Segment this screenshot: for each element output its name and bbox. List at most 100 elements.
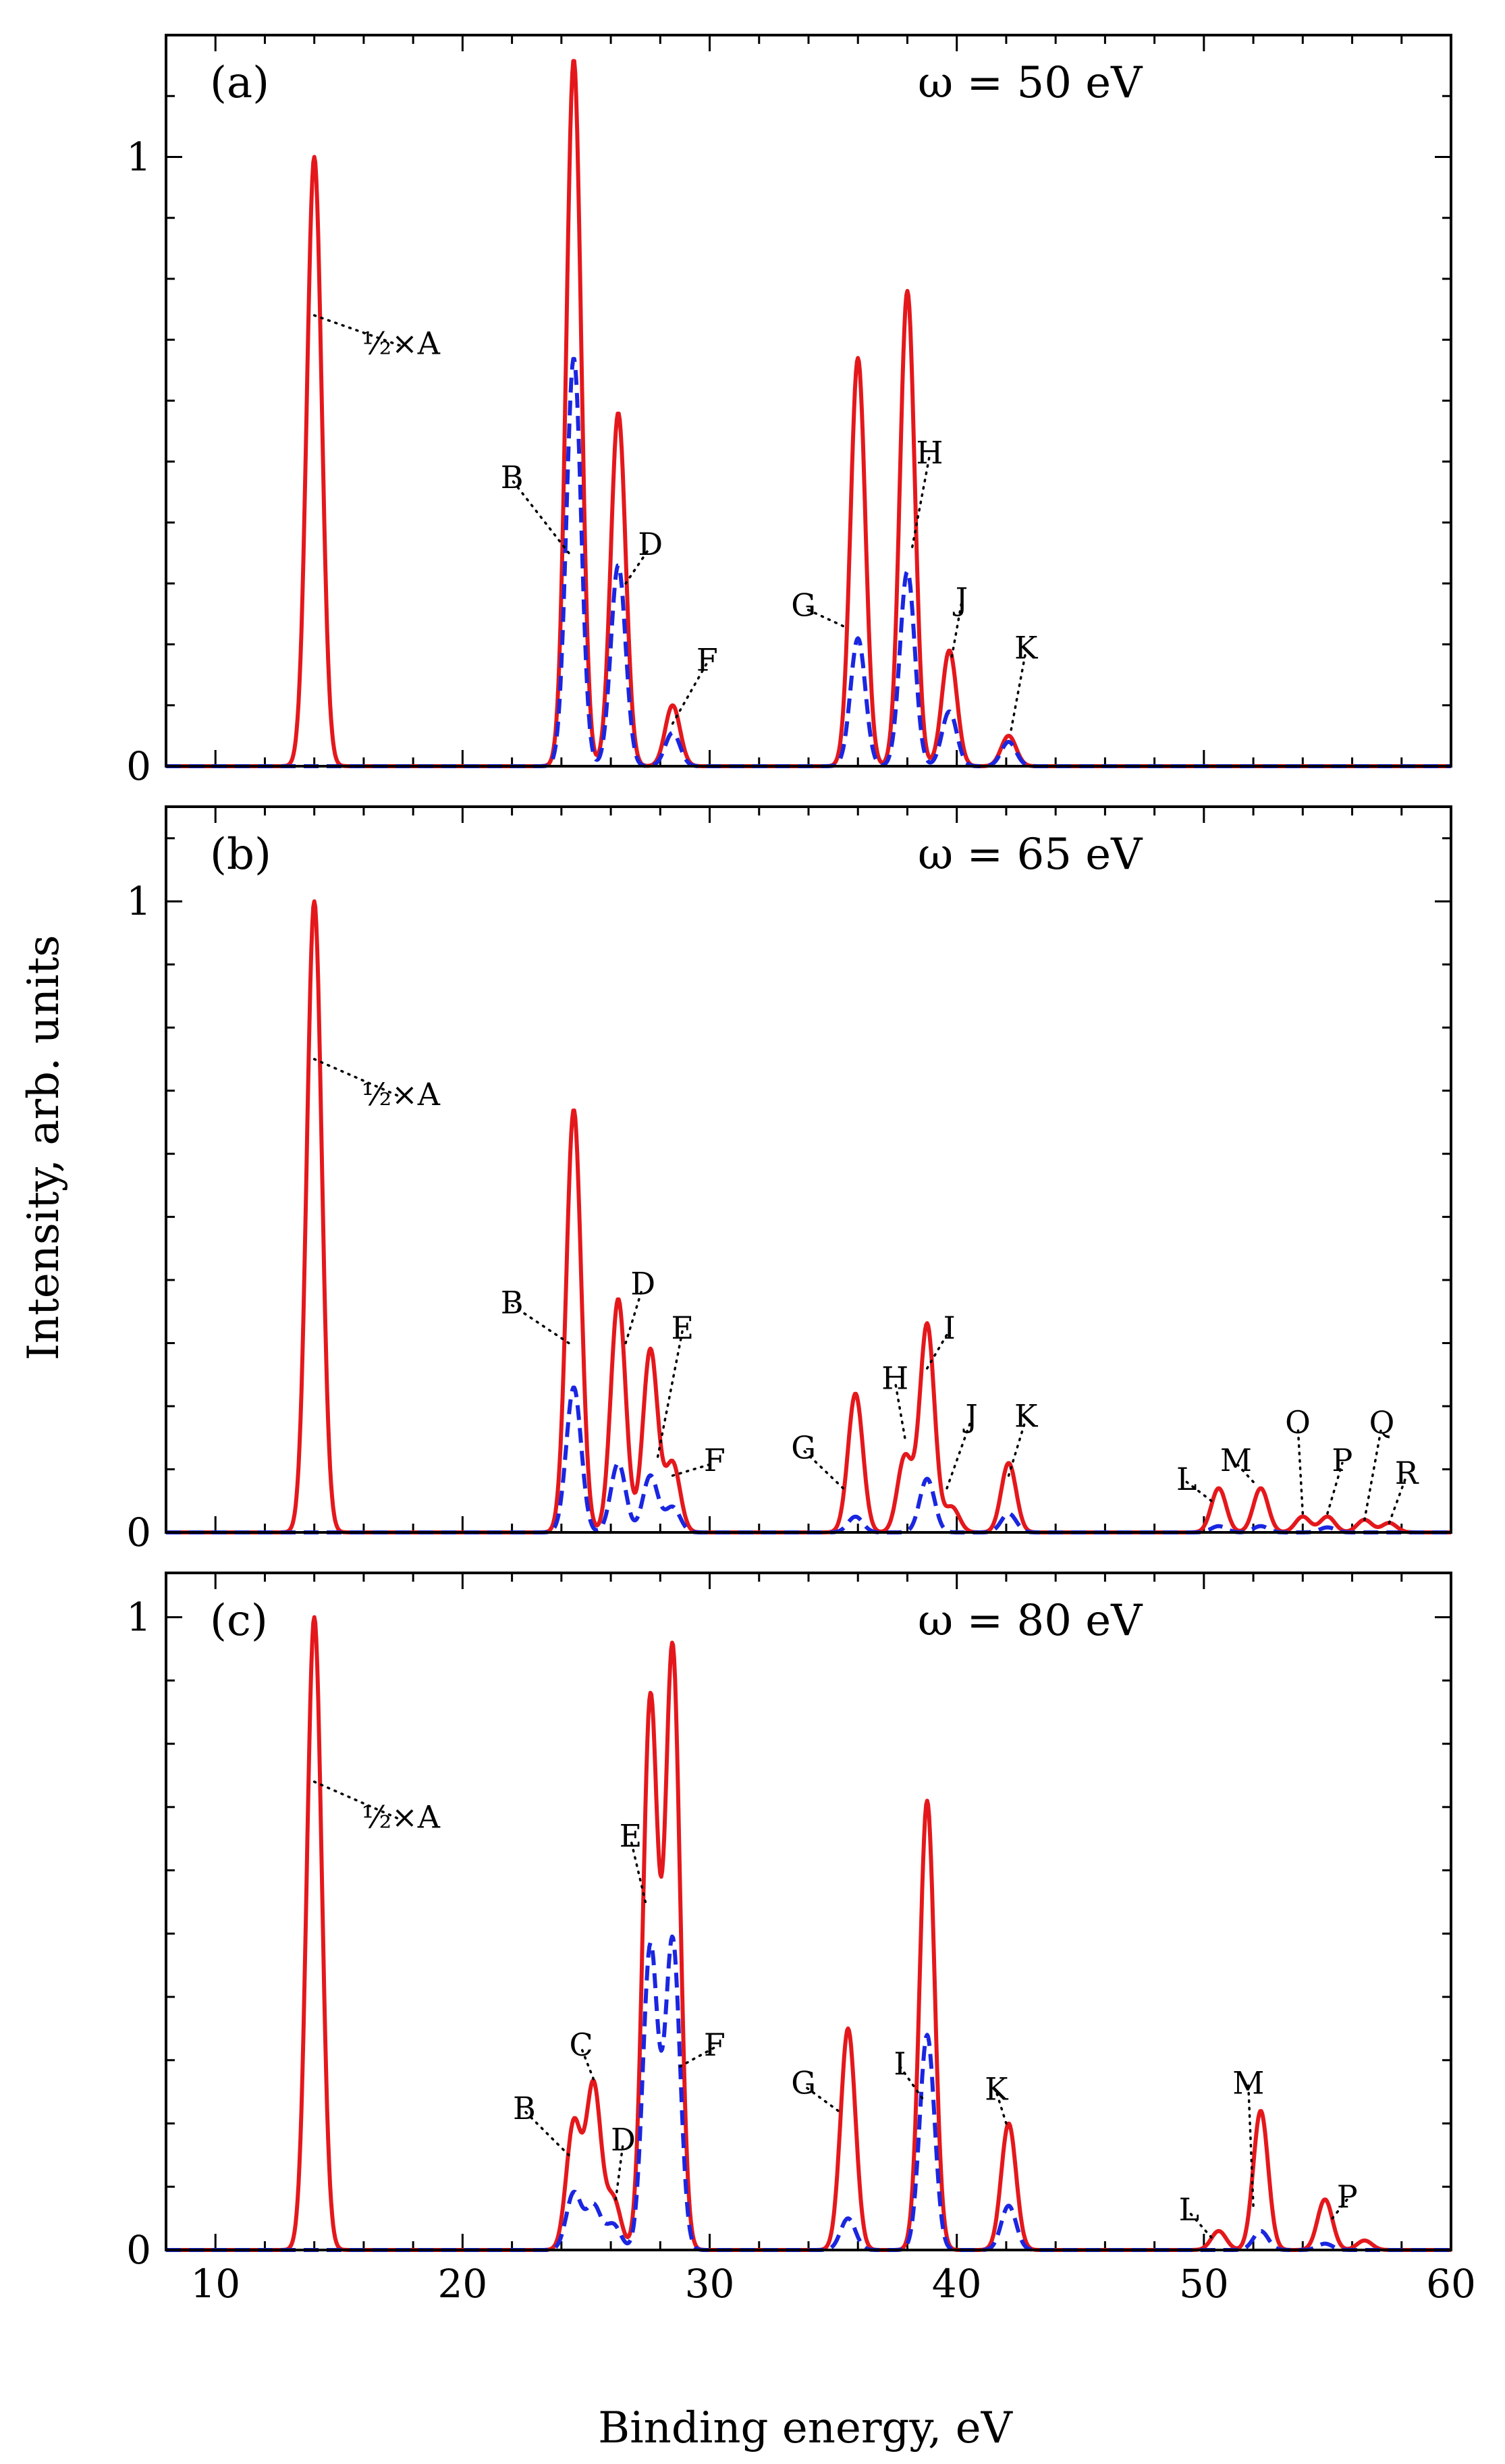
peak-label: ½×A: [362, 1799, 441, 1836]
label-leader: [510, 479, 570, 554]
peak-label: K: [985, 2071, 1009, 2108]
peak-label: J: [962, 1398, 977, 1435]
x-tick-label: 20: [437, 2261, 487, 2307]
peak-label: P: [1332, 1442, 1352, 1478]
label-leader: [312, 1780, 402, 1821]
label-leader: [911, 454, 931, 548]
solid-series-line: [165, 1615, 1452, 2252]
y-tick-label: 1: [126, 878, 151, 924]
panel-c: 0 1 10 20 30 40 50 60 ½×A BC D E F G I K L M P (c) ω = 80 eV: [126, 1572, 1476, 2307]
label-leader: [580, 2046, 595, 2081]
panel-tag: (c): [210, 1596, 268, 1646]
x-tick-label: 30: [685, 2261, 735, 2307]
peak-label: E: [671, 1310, 694, 1346]
peak-label: H: [881, 1360, 908, 1397]
label-leader: [312, 1058, 402, 1098]
peak-label: G: [791, 587, 816, 623]
label-leader: [678, 2046, 716, 2068]
label-leader: [671, 661, 709, 725]
peak-label: G: [791, 2064, 816, 2101]
peak-label: D: [630, 1265, 655, 1302]
peak-label: H: [916, 435, 943, 471]
label-leader: [614, 2141, 625, 2201]
peak-label: G: [791, 1429, 816, 1466]
panel-tag: (b): [210, 830, 271, 880]
label-leader: [1185, 1480, 1213, 1503]
label-leader: [950, 600, 963, 658]
label-leader: [1007, 1417, 1027, 1477]
label-leader: [629, 1837, 647, 1904]
panel-a: 0 1 ½×A B D F G H J K (a) ω = 50 eV: [126, 34, 1452, 789]
peak-label: D: [638, 526, 663, 562]
label-leader: [802, 606, 845, 628]
peak-label: M: [1220, 1442, 1252, 1478]
label-leader: [1296, 1424, 1305, 1515]
dashed-series-line: [165, 356, 1452, 768]
x-tick-label: 10: [190, 2261, 240, 2307]
peak-label: D: [611, 2122, 636, 2158]
label-leader: [894, 1379, 906, 1439]
peak-label: L: [1179, 2191, 1200, 2228]
label-leader: [1388, 1474, 1408, 1524]
label-leader: [1188, 2211, 1213, 2239]
y-tick-label: 0: [126, 743, 151, 789]
x-axis-label: Binding energy, eV: [598, 2403, 1013, 2453]
label-leader: [656, 1329, 684, 1458]
peak-label: O: [1285, 1404, 1311, 1441]
label-leader: [1247, 2084, 1255, 2207]
label-leader: [1010, 649, 1027, 731]
peak-label: L: [1176, 1461, 1197, 1497]
label-leader: [1363, 1424, 1384, 1522]
label-leader: [523, 2110, 570, 2157]
peak-label: J: [953, 581, 968, 617]
peak-label: M: [1232, 2064, 1264, 2101]
peak-label: C: [570, 2027, 593, 2063]
peak-label: ½×A: [362, 325, 441, 361]
peak-label: F: [704, 1442, 726, 1478]
peak-label: B: [501, 459, 524, 496]
label-leader: [671, 1462, 716, 1477]
peak-label: K: [1014, 630, 1039, 666]
plot-frame: [165, 805, 1452, 1534]
y-axis-label: Intensity, arb. units: [19, 935, 69, 1361]
y-tick-label: 1: [126, 1595, 151, 1640]
y-tick-label: 1: [126, 134, 151, 180]
label-leader: [1234, 1462, 1255, 1483]
label-leader: [802, 1449, 845, 1490]
label-leader: [624, 545, 652, 585]
energy-annotation: ω = 80 eV: [918, 1596, 1143, 1646]
label-leader: [946, 1417, 973, 1490]
label-leader: [1326, 1462, 1344, 1515]
y-tick-label: 0: [126, 1509, 151, 1555]
x-tick-label: 50: [1179, 2261, 1229, 2307]
x-tick-label: 60: [1426, 2261, 1476, 2307]
peak-label: Q: [1369, 1404, 1395, 1441]
energy-annotation: ω = 65 eV: [918, 830, 1143, 880]
peak-label: E: [620, 1818, 642, 1854]
peak-label: B: [513, 2090, 536, 2126]
label-leader: [312, 314, 402, 348]
label-leader: [802, 2084, 840, 2112]
y-tick-label: 0: [126, 2227, 151, 2273]
peak-label: R: [1395, 1455, 1419, 1491]
peak-label: F: [704, 2027, 726, 2063]
label-leader: [926, 1329, 951, 1370]
label-leader: [995, 2090, 1008, 2125]
energy-annotation: ω = 50 eV: [918, 58, 1143, 108]
peak-label: I: [894, 2045, 906, 2082]
peak-label: B: [501, 1284, 524, 1320]
peak-label: ½×A: [362, 1076, 441, 1113]
peak-label: K: [1014, 1398, 1039, 1435]
plot-frame: [165, 1572, 1452, 2251]
label-leader: [898, 2065, 924, 2099]
solid-series-line: [165, 59, 1452, 768]
peak-label: F: [696, 642, 718, 678]
label-leader: [624, 1285, 645, 1345]
x-tick-label: 40: [932, 2261, 982, 2307]
plot-frame: [165, 34, 1452, 768]
peak-label: P: [1337, 2178, 1358, 2215]
peak-label: I: [943, 1310, 956, 1346]
panel-tag: (a): [210, 58, 269, 108]
